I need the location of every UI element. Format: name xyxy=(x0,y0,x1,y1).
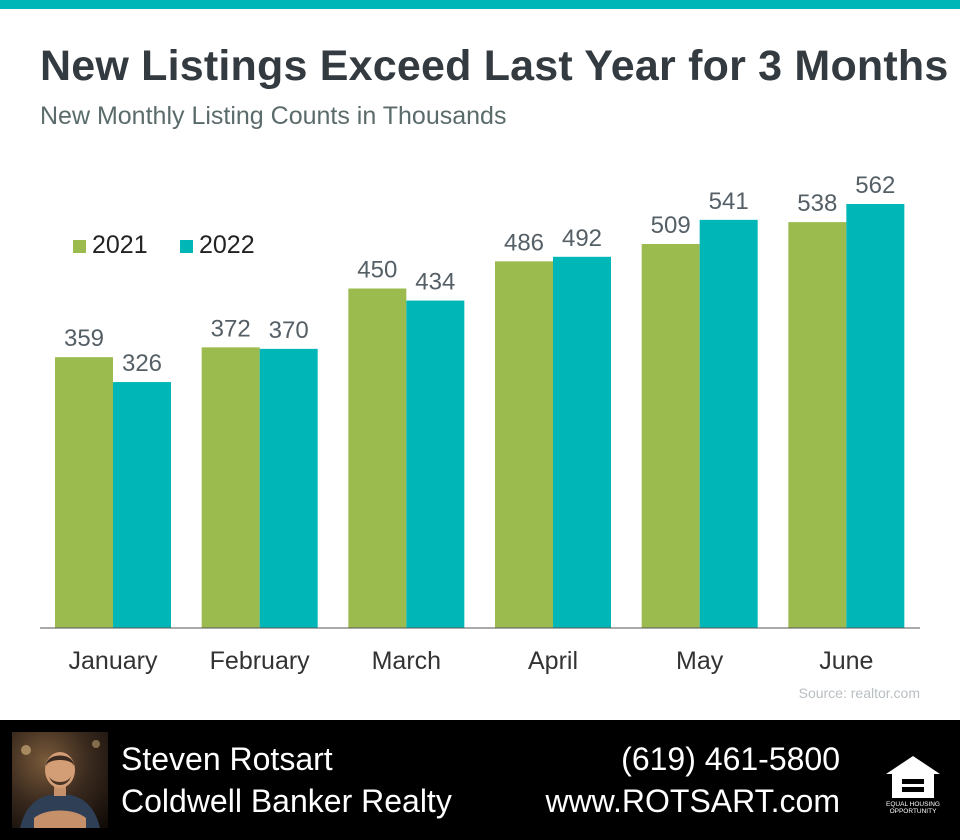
svg-text:OPPORTUNITY: OPPORTUNITY xyxy=(890,808,937,814)
agent-photo xyxy=(12,732,108,828)
bar-june-2021 xyxy=(788,222,847,628)
equal-housing-logo: EQUAL HOUSING OPPORTUNITY xyxy=(882,752,944,815)
bar-april-2021 xyxy=(495,261,553,628)
data-label-january-2021: 359 xyxy=(64,325,104,352)
bar-april-2022 xyxy=(553,256,611,628)
agent-phone: (619) 461-5800 xyxy=(621,741,840,777)
data-label-june-2022: 562 xyxy=(855,172,895,199)
agent-name: Steven Rotsart xyxy=(121,741,333,777)
data-label-may-2021: 509 xyxy=(651,212,691,239)
data-label-january-2022: 326 xyxy=(122,350,162,377)
data-label-march-2022: 434 xyxy=(415,269,455,296)
bar-may-2022 xyxy=(699,219,758,628)
x-tick-label-february: February xyxy=(210,647,311,675)
bar-march-2021 xyxy=(348,288,407,628)
bar-february-2022 xyxy=(259,348,318,628)
chart-subtitle: New Monthly Listing Counts in Thousands xyxy=(40,102,507,130)
data-label-april-2022: 492 xyxy=(562,225,602,252)
bar-march-2022 xyxy=(406,300,465,628)
data-label-february-2022: 370 xyxy=(269,317,309,344)
bar-chart: 2021 2022 359 326 January 372 370 February 450 43… xyxy=(40,172,920,675)
data-label-april-2021: 486 xyxy=(504,229,544,256)
legend-label-2022: 2022 xyxy=(199,231,255,259)
x-tick-label-may: May xyxy=(676,647,724,675)
svg-text:EQUAL HOUSING: EQUAL HOUSING xyxy=(886,801,940,808)
bar-january-2021 xyxy=(55,357,113,628)
agent-website: www.ROTSART.com xyxy=(545,783,840,819)
data-label-february-2021: 372 xyxy=(211,315,251,342)
bar-june-2022 xyxy=(846,204,905,628)
source-note: Source: realtor.com xyxy=(798,685,920,701)
bar-may-2021 xyxy=(641,243,700,628)
data-label-may-2022: 541 xyxy=(709,188,749,215)
x-tick-label-april: April xyxy=(528,647,578,675)
agent-footer: Steven Rotsart Coldwell Banker Realty (6… xyxy=(0,720,960,840)
bar-january-2022 xyxy=(113,382,171,628)
x-tick-label-june: June xyxy=(819,647,873,675)
x-tick-label-january: January xyxy=(69,647,158,675)
legend-label-2021: 2021 xyxy=(92,231,148,259)
x-tick-label-march: March xyxy=(372,647,441,675)
top-accent-band xyxy=(0,0,960,9)
data-label-march-2021: 450 xyxy=(357,256,397,283)
data-label-june-2021: 538 xyxy=(797,190,837,217)
legend-swatch-2022 xyxy=(180,240,193,253)
legend-swatch-2021 xyxy=(73,240,86,253)
agent-company: Coldwell Banker Realty xyxy=(121,783,452,819)
bar-february-2021 xyxy=(201,347,260,628)
chart-title: New Listings Exceed Last Year for 3 Mont… xyxy=(40,42,949,90)
